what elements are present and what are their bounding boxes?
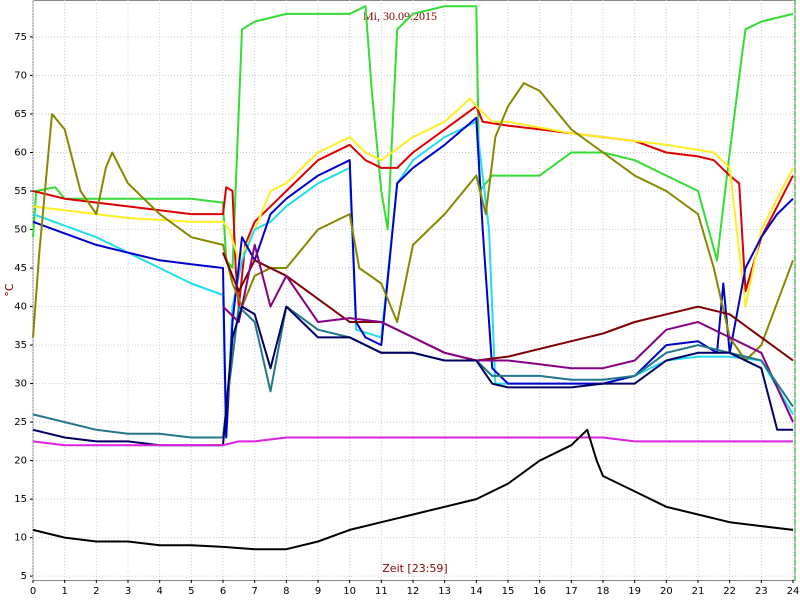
x-tick-label: 8 [283,586,289,597]
y-tick-label: 60 [14,148,27,159]
y-tick-label: 55 [14,186,27,197]
x-tick-label: 24 [787,586,800,597]
x-tick-label: 21 [692,586,705,597]
x-tick-label: 1 [61,586,67,597]
x-tick-label: 12 [407,586,420,597]
x-tick-label: 10 [343,586,356,597]
x-tick-label: 3 [125,586,131,597]
y-tick-label: 50 [14,225,27,236]
x-tick-label: 5 [188,586,194,597]
series-line [32,5,794,269]
series-line [32,428,794,551]
x-tick-label: 2 [93,586,99,597]
y-tick-label: 30 [14,379,27,390]
x-axis-label: Zeit [23:59] [382,562,447,575]
x-tick-label: 9 [315,586,321,597]
y-tick-label: 70 [14,70,27,81]
series-line [32,97,794,308]
x-tick-label: 20 [660,586,673,597]
x-tick-label: 0 [30,586,36,597]
y-axis-label: °C [3,283,16,297]
y-tick-label: 35 [14,340,27,351]
x-tick-label: 16 [533,586,546,597]
series-line [32,105,794,308]
x-tick-label: 15 [502,586,515,597]
series-line [222,252,794,362]
x-tick-label: 14 [470,586,483,597]
x-tick-label: 6 [220,586,226,597]
y-tick-label: 40 [14,302,27,313]
y-tick-label: 5 [21,571,27,582]
series-line [32,82,794,362]
x-tick-label: 23 [755,586,768,597]
y-tick-label: 15 [14,494,27,505]
y-tick-label: 65 [14,109,27,120]
series-line [32,436,793,447]
y-tick-label: 20 [14,456,27,467]
x-tick-label: 7 [251,586,257,597]
x-tick-label: 11 [375,586,388,597]
y-tick-label: 10 [14,533,27,544]
y-tick-label: 75 [14,32,27,43]
x-tick-label: 17 [565,586,578,597]
x-tick-label: 22 [723,586,736,597]
x-tick-label: 18 [597,586,610,597]
x-tick-label: 4 [156,586,162,597]
x-tick-label: 13 [438,586,451,597]
y-tick-label: 25 [14,417,27,428]
y-tick-label: 45 [14,263,27,274]
x-tick-label: 19 [628,586,641,597]
series-line [32,116,794,439]
